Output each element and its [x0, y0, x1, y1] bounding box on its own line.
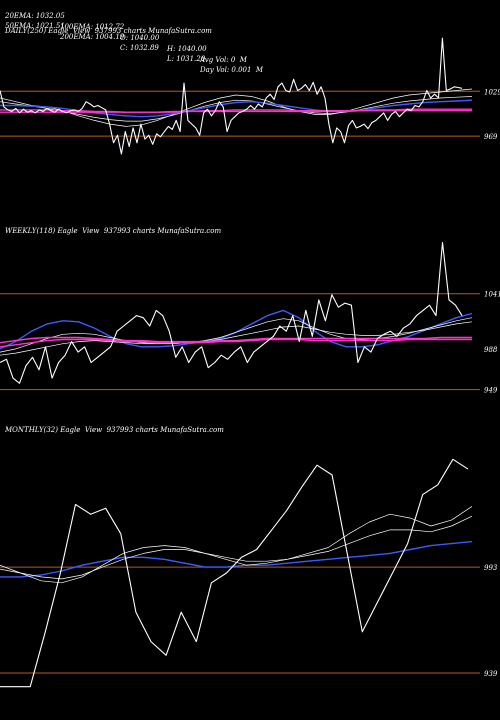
weekly-tick-label-2: 949: [484, 387, 498, 395]
weekly-tick-label-1: 988: [484, 346, 498, 354]
monthly-ema-line-0: [0, 540, 473, 578]
daily-ema-line-4: [0, 109, 472, 113]
header-day-vol: Day Vol: 0.001 M: [200, 66, 264, 74]
weekly-tick-label-0: 1041: [484, 291, 500, 299]
monthly-chart-svg: 993 939: [0, 458, 498, 688]
daily-price-line: [0, 37, 463, 155]
header-20ema: 20EMA: 1032.05: [5, 12, 65, 20]
header-200ema: 200EMA: 1004.19: [60, 33, 125, 41]
header-50ema: 50EMA: 1021.51: [5, 22, 65, 30]
monthly-tick-label-1: 939: [484, 670, 498, 678]
weekly-ema-line-4: [0, 338, 472, 348]
weekly-chart-label: WEEKLY(118) Eagle View 937993 charts Mun…: [5, 227, 222, 235]
weekly-ema-line-2: [0, 321, 473, 356]
daily-ema-line-1: [0, 96, 473, 122]
header-avg-vol: Avg Vol: 0 M: [200, 56, 247, 64]
monthly-ema-line-2: [0, 515, 473, 580]
ema-header-row2: 50EMA: 1021.51 200EMA: 1004.19 C: 1032.8…: [5, 10, 263, 76]
header-100ema: 100EMA: 1012.72: [60, 23, 125, 31]
daily-chart-label: DAILY(250) Eagle View 937993 charts Muna…: [5, 27, 212, 35]
daily-ema-line-0: [0, 88, 473, 127]
monthly-ema-line-1: [0, 506, 473, 584]
daily-tick-label-1: 969: [484, 133, 498, 141]
weekly-ema-line-3: [0, 336, 472, 344]
daily-chart-panel: DAILY(250) Eagle View 937993 charts Muna…: [0, 27, 500, 225]
weekly-chart-svg: 1041 988 949: [0, 242, 500, 395]
weekly-chart-panel: WEEKLY(118) Eagle View 937993 charts Mun…: [0, 227, 500, 425]
monthly-price-line: [0, 458, 469, 688]
ema-header-row1: 20EMA: 1032.05 100EMA: 1012.72 O: 1040.0…: [5, 0, 247, 66]
monthly-chart-panel: MONTHLY(32) Eagle View 937993 charts Mun…: [0, 426, 500, 720]
monthly-tick-label-0: 993: [484, 564, 498, 572]
monthly-chart-label: MONTHLY(32) Eagle View 937993 charts Mun…: [5, 426, 224, 434]
weekly-ema-line-1: [0, 317, 473, 353]
header-open: O: 1040.00: [120, 34, 160, 42]
header-high: H: 1040.00: [167, 45, 207, 53]
header-close: C: 1032.89: [120, 44, 159, 52]
weekly-price-line: [0, 242, 463, 384]
header-low: L: 1031.20: [167, 55, 206, 63]
